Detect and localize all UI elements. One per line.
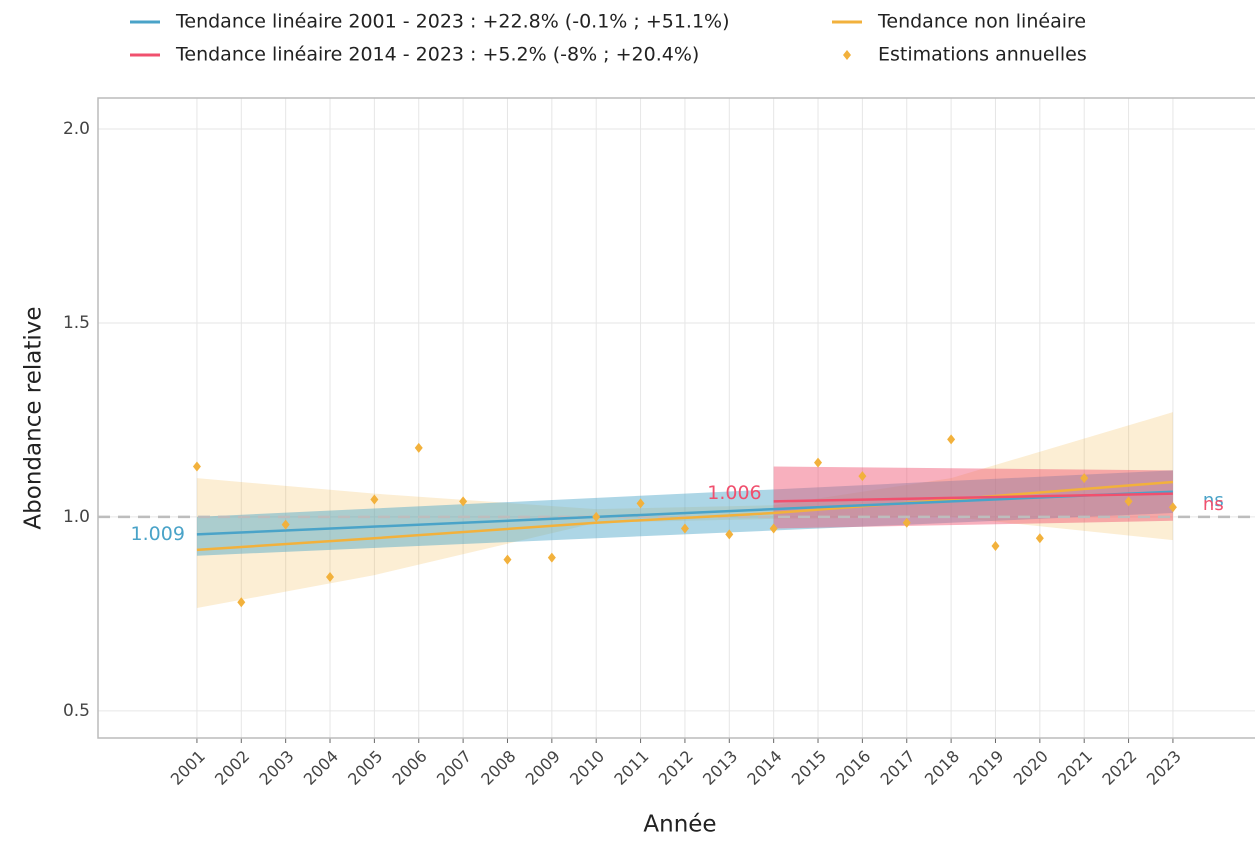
x-tick-label: 2016 xyxy=(832,747,874,789)
data-point xyxy=(192,461,201,472)
data-point xyxy=(902,517,911,528)
data-point xyxy=(414,442,423,453)
data-point xyxy=(1035,533,1044,544)
x-tick-label: 2008 xyxy=(477,747,519,789)
x-tick-label: 2017 xyxy=(877,747,919,789)
data-point xyxy=(503,554,512,565)
x-tick-label: 2023 xyxy=(1143,747,1185,789)
data-point xyxy=(281,519,290,530)
y-axis-title: Abondance relative xyxy=(21,306,47,529)
x-tick-label: 2019 xyxy=(965,747,1007,789)
data-point xyxy=(991,541,1000,551)
data-point xyxy=(326,572,335,583)
x-tick-label: 2014 xyxy=(743,747,785,789)
data-point xyxy=(547,552,556,563)
data-point xyxy=(1168,502,1177,513)
trend-label: 1.006 xyxy=(707,482,761,504)
y-tick-label: 2.0 xyxy=(63,119,90,139)
x-tick-label: 2015 xyxy=(788,747,830,789)
x-tick-label: 2002 xyxy=(211,747,253,789)
legend-label: Estimations annuelles xyxy=(878,44,1087,66)
data-point xyxy=(459,496,468,507)
data-point xyxy=(636,498,645,509)
x-tick-label: 2011 xyxy=(610,747,652,789)
x-tick-label: 2020 xyxy=(1010,747,1052,789)
legend-label: Tendance non linéaire xyxy=(877,11,1086,33)
data-point xyxy=(1080,473,1089,484)
x-tick-label: 2006 xyxy=(389,747,431,789)
significance-label: ns xyxy=(1203,490,1224,511)
legend-label: Tendance linéaire 2001 - 2023 : +22.8% (… xyxy=(175,11,730,33)
y-tick-label: 0.5 xyxy=(63,701,90,721)
confidence-band xyxy=(196,412,1173,609)
x-tick-label: 2003 xyxy=(255,747,297,789)
trend-line xyxy=(196,490,1173,536)
data-point xyxy=(769,523,778,534)
legend-label: Tendance linéaire 2014 - 2023 : +5.2% (-… xyxy=(175,44,699,66)
data-point xyxy=(370,494,379,505)
trend-label: 1.009 xyxy=(131,523,185,545)
x-tick-label: 2018 xyxy=(921,747,963,789)
trend-line xyxy=(773,492,1173,503)
data-point xyxy=(237,597,246,608)
x-tick-label: 2007 xyxy=(433,747,475,789)
x-tick-label: 2013 xyxy=(699,747,741,789)
data-point xyxy=(592,511,601,522)
legend-marker xyxy=(843,50,851,60)
x-tick-label: 2005 xyxy=(344,747,386,789)
x-tick-label: 2021 xyxy=(1054,747,1096,789)
panel-border xyxy=(97,97,1255,739)
data-point xyxy=(858,471,867,482)
x-tick-label: 2001 xyxy=(167,747,209,789)
significance-label: ns xyxy=(1203,494,1224,515)
x-tick-label: 2009 xyxy=(522,747,564,789)
x-tick-label: 2012 xyxy=(655,747,697,789)
x-tick-label: 2004 xyxy=(300,747,342,789)
x-axis-title: Année xyxy=(643,812,716,838)
y-tick-label: 1.0 xyxy=(63,507,90,527)
data-point xyxy=(1124,496,1133,507)
data-point xyxy=(814,457,823,468)
data-point xyxy=(947,434,956,445)
x-tick-label: 2010 xyxy=(566,747,608,789)
data-point xyxy=(725,529,734,540)
y-tick-label: 1.5 xyxy=(63,313,90,333)
x-tick-label: 2022 xyxy=(1098,747,1140,789)
data-point xyxy=(680,523,689,534)
